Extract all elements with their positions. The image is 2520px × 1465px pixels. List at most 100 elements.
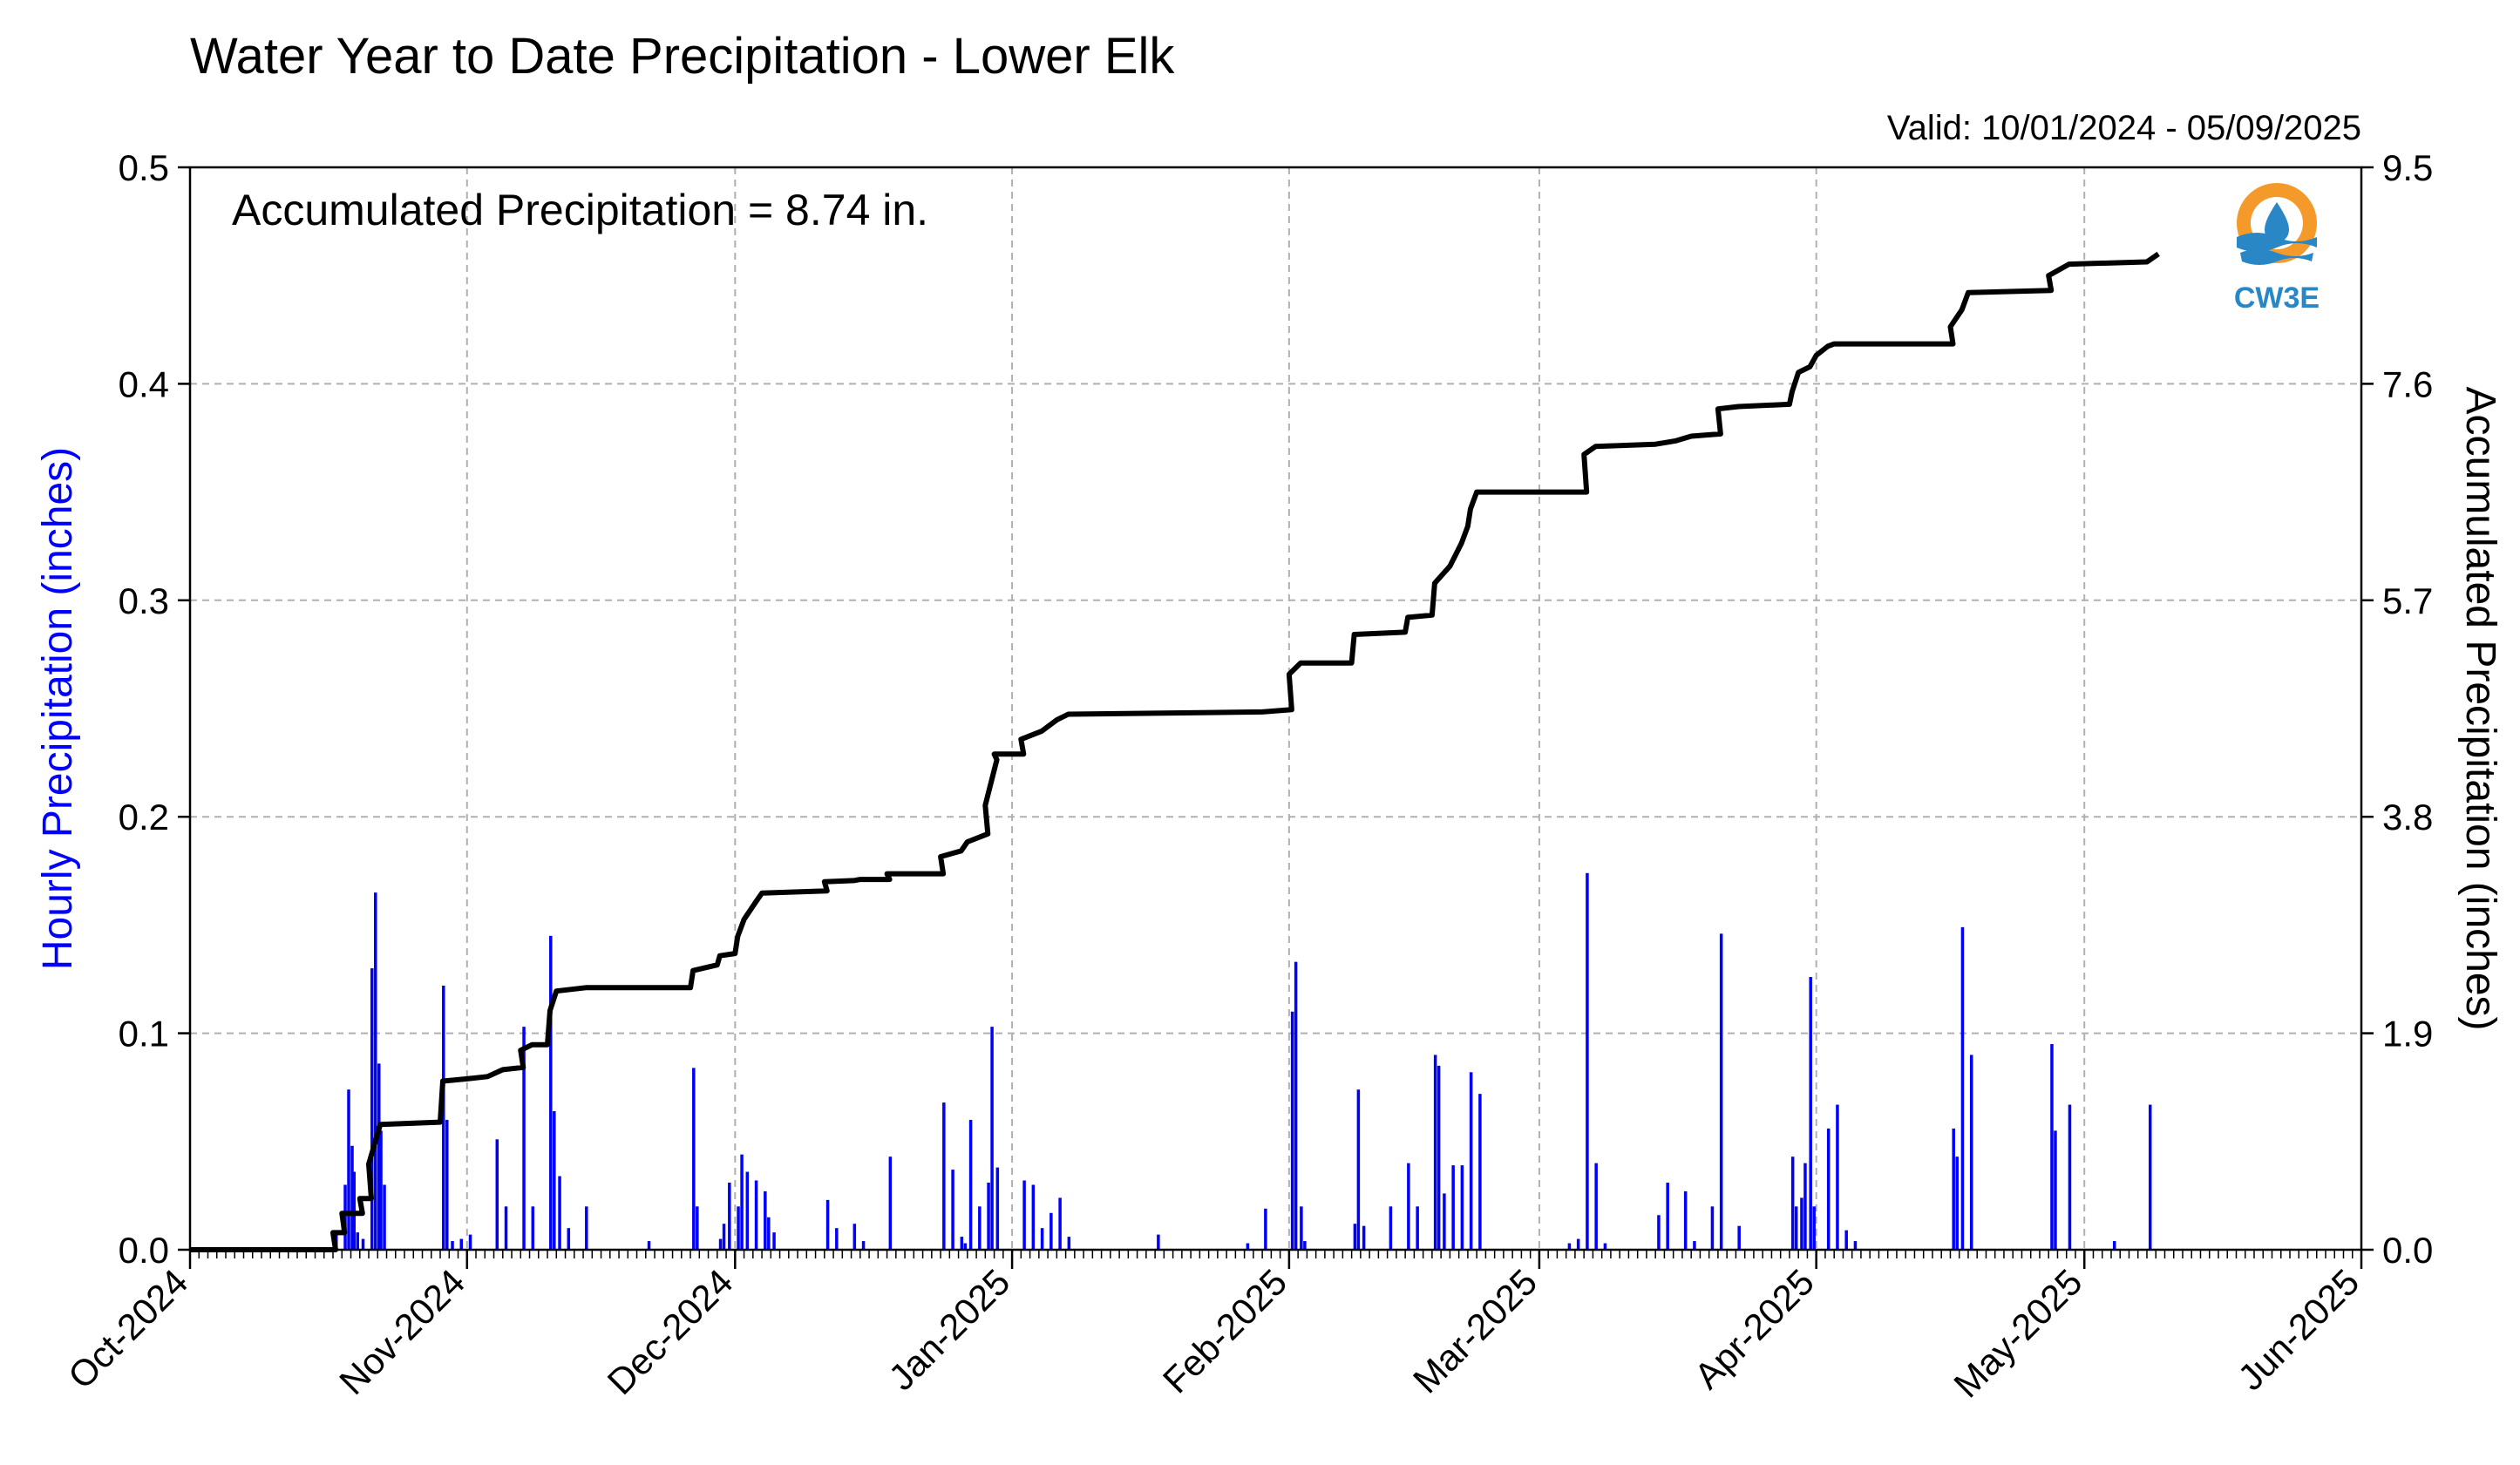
hourly-precip-bar xyxy=(852,1224,857,1250)
plot-frame xyxy=(188,166,2363,1251)
hourly-precip-bar xyxy=(567,1228,571,1250)
hourly-precip-bar xyxy=(963,1243,968,1250)
hourly-precip-bar xyxy=(1800,1197,1803,1250)
hourly-precip-bar xyxy=(1737,1225,1741,1250)
hourly-precip-bar xyxy=(347,1089,350,1250)
right-y-tick-label: 9.5 xyxy=(2382,147,2433,188)
hourly-precip-bar xyxy=(951,1170,954,1250)
hourly-precip-bar xyxy=(722,1224,726,1250)
hourly-precip-bar xyxy=(343,1184,347,1250)
hourly-precip-bar xyxy=(350,1145,354,1250)
hourly-precip-bar xyxy=(1067,1237,1071,1250)
hourly-precip-bar xyxy=(942,1102,946,1250)
hourly-precip-bar xyxy=(356,1232,360,1250)
hourly-precip-bar xyxy=(1022,1180,1026,1250)
hourly-precip-bar xyxy=(1693,1241,1696,1250)
hourly-precip-bar xyxy=(361,1238,365,1250)
hourly-precip-bar xyxy=(468,1234,472,1250)
hourly-precip-bar xyxy=(737,1206,740,1250)
hourly-precip-bar xyxy=(1478,1094,1482,1250)
hourly-precip-bar xyxy=(374,892,377,1250)
hourly-precip-bar xyxy=(1303,1241,1307,1250)
right-y-tick-label: 1.9 xyxy=(2382,1014,2433,1055)
hourly-precip-bar xyxy=(1294,961,1298,1250)
hourly-precip-bar xyxy=(1460,1165,1464,1250)
left-y-tick-label: 0.5 xyxy=(119,147,169,188)
hourly-precip-bar xyxy=(861,1241,866,1250)
valid-date-range: Valid: 10/01/2024 - 05/09/2025 xyxy=(1887,109,2361,147)
hourly-precip-bar xyxy=(728,1182,731,1250)
right-y-tick-label: 5.7 xyxy=(2382,580,2433,621)
left-axis-label: Hourly Precipitation (inches) xyxy=(35,447,81,970)
hourly-precip-bar xyxy=(1836,1104,1839,1250)
hourly-precip-bar xyxy=(1443,1193,1446,1250)
hourly-precip-bar xyxy=(1803,1163,1807,1250)
hourly-precip-bar xyxy=(1790,1156,1795,1250)
hourly-precip-bar xyxy=(1719,933,1723,1250)
hourly-precip-bar xyxy=(1594,1163,1598,1250)
hourly-precip-bar xyxy=(522,1027,526,1250)
hourly-precip-bar xyxy=(968,1119,973,1250)
chart-title: Water Year to Date Precipitation - Lower… xyxy=(190,28,1175,85)
right-y-tick-label: 0.0 xyxy=(2382,1230,2433,1271)
hourly-precip-bar xyxy=(1603,1243,1607,1250)
hourly-precip-bar xyxy=(445,1119,449,1250)
hourly-precip-bar xyxy=(1809,977,1812,1250)
hourly-precip-bar xyxy=(2068,1104,2072,1250)
hourly-precip-bar xyxy=(825,1199,830,1250)
hourly-precip-bar xyxy=(1969,1055,1973,1250)
right-y-tick-label: 7.6 xyxy=(2382,363,2433,404)
hourly-precip-bar xyxy=(1353,1224,1357,1250)
hourly-precip-bar xyxy=(1389,1206,1393,1250)
hourly-precip-bar xyxy=(995,1167,1000,1250)
hourly-precip-bar xyxy=(764,1190,767,1250)
hourly-precip-bar xyxy=(558,1176,561,1250)
hourly-precip-bar xyxy=(1955,1156,1959,1250)
hourly-precip-bar xyxy=(1844,1230,1848,1250)
accumulated-total-annotation: Accumulated Precipitation = 8.74 in. xyxy=(232,186,928,234)
hourly-precip-bar xyxy=(1576,1238,1580,1250)
hourly-precip-bar xyxy=(990,1027,994,1250)
hourly-precip-bar xyxy=(585,1206,588,1250)
hourly-precip-bar xyxy=(1952,1128,1955,1250)
left-y-tick-label: 0.4 xyxy=(119,363,169,404)
logo-wave-1 xyxy=(2237,233,2317,252)
hourly-precip-bar xyxy=(772,1232,776,1250)
hourly-precip-bar xyxy=(1356,1089,1361,1250)
hourly-precip-bar xyxy=(1469,1072,1473,1250)
hourly-precip-bar xyxy=(531,1206,535,1250)
cw3e-logo: CW3E xyxy=(2234,183,2320,315)
hourly-precip-bar xyxy=(1960,926,1965,1250)
hourly-precip-bar xyxy=(987,1182,990,1250)
hourly-precip-bar xyxy=(1683,1190,1688,1250)
hourly-precip-bar xyxy=(696,1206,699,1250)
hourly-precip-bar xyxy=(459,1238,464,1250)
hourly-precip-bar xyxy=(1812,1206,1816,1250)
hourly-precip-bar xyxy=(692,1068,696,1250)
hourly-precip-bar xyxy=(1040,1228,1044,1250)
hourly-precip-bar xyxy=(1157,1234,1160,1250)
hourly-precip-bar xyxy=(1853,1241,1858,1250)
hourly-precip-bar xyxy=(1049,1212,1053,1250)
hourly-precip-bar xyxy=(379,1130,383,1250)
hourly-precip-bar xyxy=(647,1241,651,1250)
left-y-tick-label: 0.1 xyxy=(119,1014,169,1055)
hourly-precip-bar xyxy=(1407,1163,1410,1250)
hourly-precip-bar xyxy=(1246,1243,1250,1250)
hourly-precip-bar xyxy=(1826,1128,1831,1250)
hourly-precip-bar xyxy=(888,1156,893,1250)
hourly-precip-bar xyxy=(377,1063,381,1250)
hourly-precip-bar xyxy=(1451,1165,1455,1250)
left-y-tick-label: 0.3 xyxy=(119,580,169,621)
hourly-precip-bar xyxy=(1031,1184,1036,1250)
hourly-precip-bar xyxy=(2050,1044,2054,1250)
hourly-precip-bar xyxy=(1416,1206,1419,1250)
hourly-precip-bar xyxy=(451,1241,454,1250)
hourly-precip-bar xyxy=(1794,1206,1798,1250)
hourly-precip-bar xyxy=(1586,872,1589,1250)
hourly-precip-bar xyxy=(2148,1104,2152,1250)
hourly-precip-bar xyxy=(740,1154,744,1250)
hourly-precip-bar xyxy=(1264,1208,1267,1250)
